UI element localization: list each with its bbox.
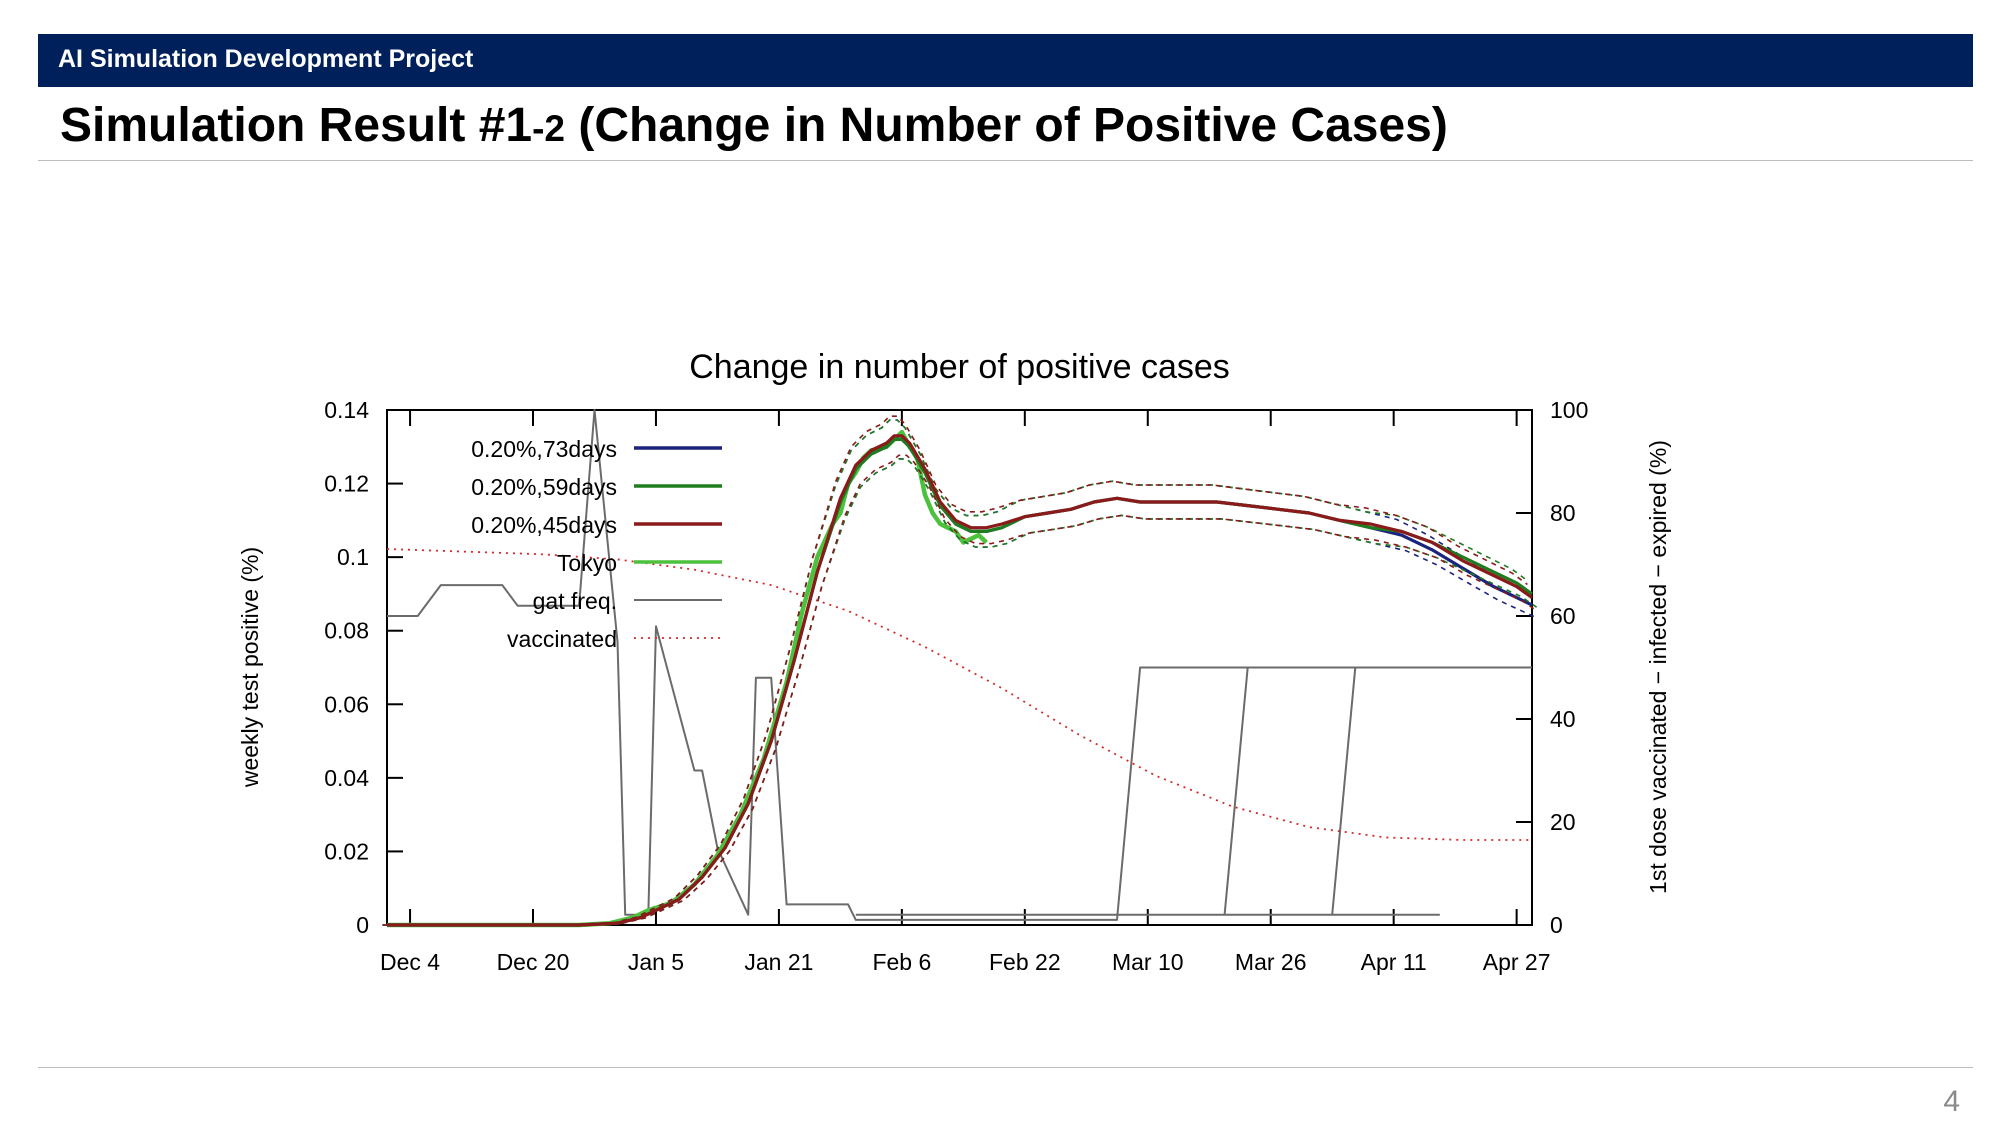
- legend-label-gat-freq: gat freq.: [533, 588, 617, 614]
- footer-divider: [38, 1067, 1973, 1068]
- title-divider: [38, 160, 1973, 161]
- y-tick-label: 0.14: [324, 397, 369, 423]
- x-tick-label: Apr 11: [1361, 949, 1427, 975]
- series-line-0-20-45days: [387, 434, 1533, 927]
- y-tick-label: 0.08: [324, 618, 369, 644]
- y-tick-label: 0: [356, 912, 369, 938]
- legend-label-tokyo: Tokyo: [557, 550, 617, 576]
- x-tick-label: Jan 21: [744, 949, 813, 975]
- x-tick-label: Mar 26: [1235, 949, 1307, 975]
- slide-title-main: Simulation Result #1: [60, 99, 533, 152]
- x-tick-label: Dec 20: [497, 949, 570, 975]
- legend-label-0-20-45days: 0.20%,45days: [471, 512, 617, 538]
- x-tick-label: Apr 27: [1483, 949, 1551, 975]
- slide-title: Simulation Result #1-2 (Change in Number…: [60, 98, 1448, 153]
- x-tick-label: Dec 4: [380, 949, 440, 975]
- series-line-vaccinated: [386, 548, 1532, 841]
- slide-title-detail: (Change in Number of Positive Cases): [565, 99, 1448, 152]
- series-band-0-20-59days: [382, 419, 1528, 926]
- x-tick-label: Feb 22: [989, 949, 1061, 975]
- legend-label-vaccinated: vaccinated: [507, 626, 617, 652]
- y-tick-label: 0.04: [324, 765, 369, 791]
- slide-title-suffix: -2: [532, 108, 566, 149]
- y2-tick-label: 80: [1550, 500, 1576, 526]
- y2-tick-label: 100: [1550, 397, 1588, 423]
- x-tick-label: Feb 6: [872, 949, 931, 975]
- x-tick-label: Mar 10: [1112, 949, 1184, 975]
- y-axis-label: weekly test positive (%): [237, 547, 263, 788]
- series-line-gat-freq-extra: [1331, 667, 1357, 915]
- series-band-0-20-45days: [382, 415, 1528, 926]
- series-line-gat-freq: [387, 409, 1532, 921]
- header-banner: AI Simulation Development Project: [38, 34, 1973, 87]
- y2-tick-label: 40: [1550, 706, 1576, 732]
- page-number: 4: [1943, 1085, 1960, 1118]
- y2-axis-label: 1st dose vaccinated − infected − expired…: [1645, 440, 1671, 894]
- legend-label-0-20-73days: 0.20%,73days: [471, 436, 617, 462]
- chart-title: Change in number of positive cases: [689, 348, 1230, 386]
- project-title: AI Simulation Development Project: [58, 45, 474, 73]
- x-tick-label: Jan 5: [628, 949, 684, 975]
- y-tick-label: 0.1: [337, 544, 369, 570]
- legend-label-0-20-59days: 0.20%,59days: [471, 474, 617, 500]
- y-tick-label: 0.06: [324, 691, 369, 717]
- series-band-0-20-45days: [391, 454, 1538, 926]
- series-line-gat-freq-extra: [1223, 667, 1249, 915]
- series-line-tokyo: [387, 429, 988, 928]
- y-tick-label: 0.12: [324, 471, 369, 497]
- y2-tick-label: 0: [1550, 912, 1563, 938]
- y-tick-label: 0.02: [324, 838, 369, 864]
- y2-tick-label: 60: [1550, 603, 1576, 629]
- y2-tick-label: 20: [1550, 809, 1576, 835]
